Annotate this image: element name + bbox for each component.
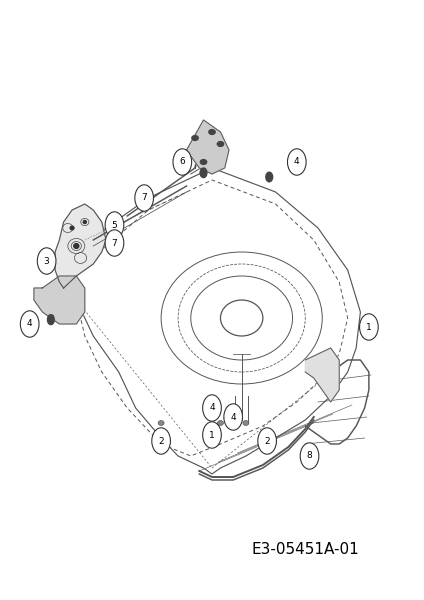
Ellipse shape — [209, 130, 215, 134]
Ellipse shape — [217, 142, 224, 146]
Ellipse shape — [243, 421, 249, 425]
Circle shape — [203, 422, 221, 448]
Circle shape — [200, 168, 207, 178]
Circle shape — [47, 315, 54, 325]
Circle shape — [203, 395, 221, 421]
Circle shape — [224, 404, 243, 430]
Circle shape — [20, 311, 39, 337]
Text: 3: 3 — [44, 257, 50, 265]
Circle shape — [105, 230, 124, 256]
Ellipse shape — [74, 244, 79, 248]
Circle shape — [152, 428, 170, 454]
Ellipse shape — [218, 421, 223, 425]
Text: 2: 2 — [264, 437, 270, 445]
Ellipse shape — [83, 220, 86, 223]
Circle shape — [258, 428, 276, 454]
Circle shape — [287, 149, 306, 175]
Text: E3-05451A-01: E3-05451A-01 — [251, 541, 359, 557]
Text: 4: 4 — [209, 403, 215, 413]
Text: 4: 4 — [27, 319, 33, 329]
Ellipse shape — [48, 314, 54, 319]
Text: 1: 1 — [366, 323, 372, 331]
Circle shape — [173, 149, 192, 175]
Ellipse shape — [192, 136, 198, 140]
Circle shape — [105, 212, 124, 238]
Circle shape — [360, 314, 378, 340]
Polygon shape — [187, 120, 229, 174]
Ellipse shape — [158, 421, 164, 425]
Polygon shape — [34, 276, 85, 324]
Polygon shape — [55, 204, 106, 288]
Text: 4: 4 — [230, 413, 236, 421]
Text: 6: 6 — [179, 157, 185, 166]
Text: 8: 8 — [307, 451, 312, 461]
Circle shape — [135, 185, 153, 211]
Text: 1: 1 — [209, 431, 215, 439]
Circle shape — [266, 172, 273, 182]
Ellipse shape — [200, 160, 206, 164]
Polygon shape — [305, 348, 339, 402]
Text: 7: 7 — [112, 238, 117, 247]
Text: 2: 2 — [158, 437, 164, 445]
Circle shape — [300, 443, 319, 469]
Ellipse shape — [70, 226, 74, 230]
Circle shape — [37, 248, 56, 274]
Text: 4: 4 — [294, 157, 300, 166]
Text: 7: 7 — [141, 193, 147, 202]
Text: 5: 5 — [112, 220, 117, 229]
